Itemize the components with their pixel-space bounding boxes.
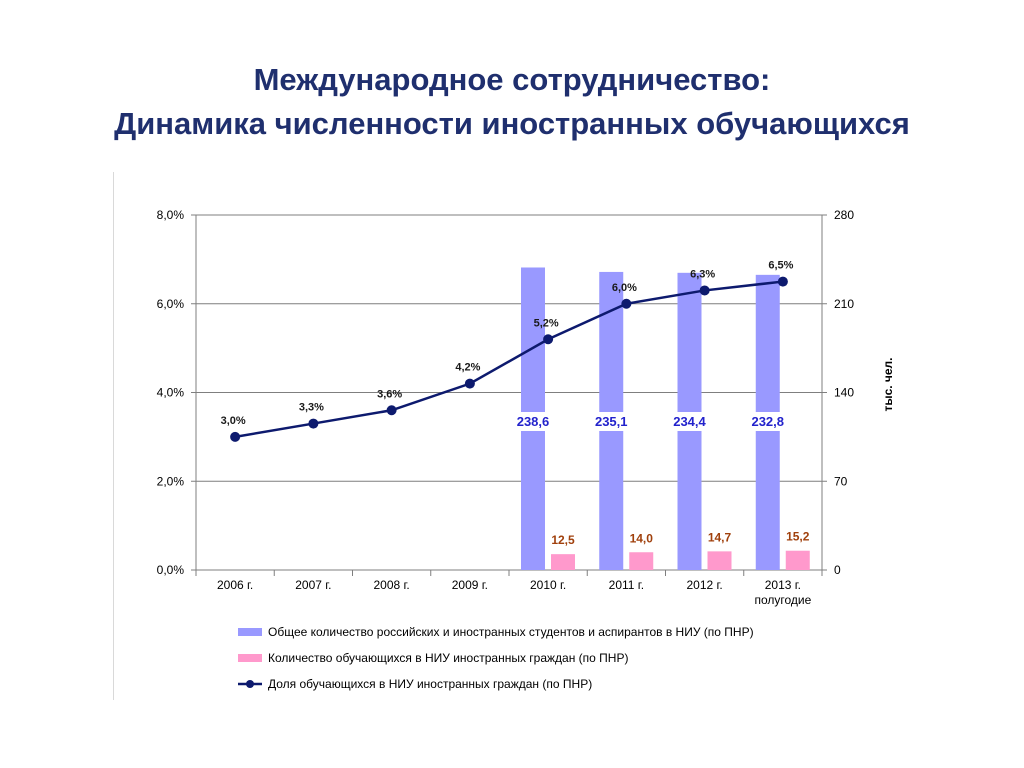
total-bar-label: 232,8 (751, 414, 784, 429)
right-tick-label: 0 (834, 563, 841, 577)
share-point (699, 285, 710, 296)
share-point (464, 378, 475, 389)
page-title-line1: Международное сотрудничество: (253, 62, 771, 97)
left-tick-label: 8,0% (157, 208, 185, 222)
left-tick-label: 4,0% (157, 386, 185, 400)
right-tick-label: 280 (834, 208, 854, 222)
legend-label-total: Общее количество российских и иностранны… (268, 625, 754, 639)
foreign-bar-label: 12,5 (551, 533, 575, 547)
total-bar-label-bg (743, 412, 792, 431)
share-point (621, 298, 632, 309)
foreign-bar (629, 552, 654, 570)
legend-label-foreign: Количество обучающихся в НИУ иностранных… (268, 651, 628, 665)
right-axis-label: тыс. чел. (881, 357, 895, 411)
x-tick-label: 2012 г. (686, 578, 722, 592)
x-tick-label: 2013 г. полугодие (754, 578, 811, 607)
x-tick-label: 2007 г. (295, 578, 331, 592)
page-title: Международное сотрудничество: Динамика ч… (0, 58, 1024, 146)
share-point-label: 6,5% (768, 260, 793, 272)
total-bar-label-bg (587, 412, 636, 431)
total-bar-label-bg (665, 412, 714, 431)
frame-divider (113, 172, 114, 700)
x-tick-label: 2009 г. (452, 578, 488, 592)
share-point (308, 418, 319, 429)
left-tick-label: 6,0% (157, 297, 185, 311)
share-line (234, 280, 784, 439)
foreign-bar (785, 550, 810, 570)
share-point (386, 405, 397, 416)
x-tick-label: 2011 г. (609, 578, 644, 592)
share-point (777, 276, 788, 287)
right-tick-label: 140 (834, 386, 854, 400)
total-bar-label-bg (509, 412, 557, 431)
foreign-bar (707, 551, 732, 570)
legend-swatch-line-marker (246, 680, 254, 688)
share-point-label: 6,0% (612, 282, 637, 294)
share-point-label: 6,3% (690, 268, 715, 280)
legend-label-line: Доля обучающихся в НИУ иностранных гражд… (268, 677, 592, 691)
left-tick-label: 0,0% (157, 563, 185, 577)
share-point-label: 3,6% (377, 388, 402, 400)
left-tick-label: 2,0% (157, 474, 185, 488)
share-point (230, 431, 241, 442)
share-point (543, 334, 554, 345)
legend-swatch-foreign (238, 654, 262, 662)
share-point-label: 3,0% (221, 415, 246, 427)
share-point-label: 5,2% (534, 317, 559, 329)
page-title-line2: Динамика численности иностранных обучающ… (114, 106, 910, 141)
foreign-bar (551, 554, 575, 570)
x-tick-label: 2010 г. (530, 578, 566, 592)
share-point-label: 4,2% (455, 362, 480, 374)
legend-swatch-total (238, 628, 262, 636)
total-bar-label: 235,1 (595, 414, 628, 429)
total-bar-label: 238,6 (517, 414, 550, 429)
total-bar-label: 234,4 (673, 414, 706, 429)
x-tick-label: 2006 г. (217, 578, 253, 592)
share-point-label: 3,3% (299, 402, 324, 414)
right-tick-label: 70 (834, 474, 848, 488)
foreign-bar-label: 14,0 (630, 531, 654, 545)
foreign-bar-label: 14,7 (708, 530, 732, 544)
x-tick-label: 2008 г. (373, 578, 409, 592)
foreign-bar-label: 15,2 (786, 530, 810, 544)
right-tick-label: 210 (834, 297, 854, 311)
